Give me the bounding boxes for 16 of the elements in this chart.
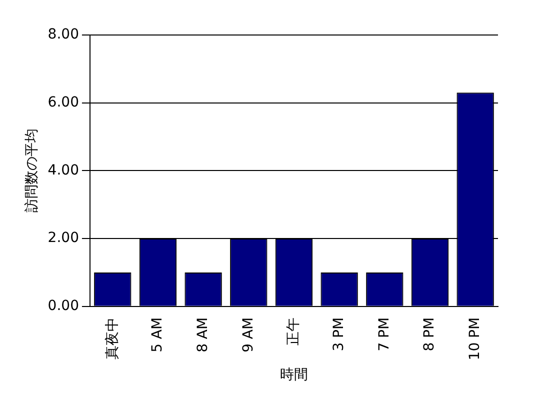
y-tick-label: 6.00 [48,94,79,110]
y-tick-label: 0.00 [48,298,79,314]
y-tick-label: 8.00 [48,26,79,43]
x-tick-label: 10 PM [466,317,483,360]
x-tick-label: 7 PM [376,317,392,352]
x-tick-label: 9 AM [240,317,256,352]
x-tick-label: 正午 [286,317,302,346]
x-axis-title: 時間 [280,367,308,384]
y-tick-label: 4.00 [48,162,79,178]
y-axis-title: 訪問数の平均 [24,128,40,213]
x-tick-label: 3 PM [330,317,347,352]
y-tick-label: 2.00 [48,230,79,246]
x-tick-label: 5 AM [150,317,166,352]
x-tick-label: 8 AM [194,317,211,352]
x-tick-label: 8 PM [422,317,438,352]
x-tick-label: 真夜中 [104,317,120,360]
